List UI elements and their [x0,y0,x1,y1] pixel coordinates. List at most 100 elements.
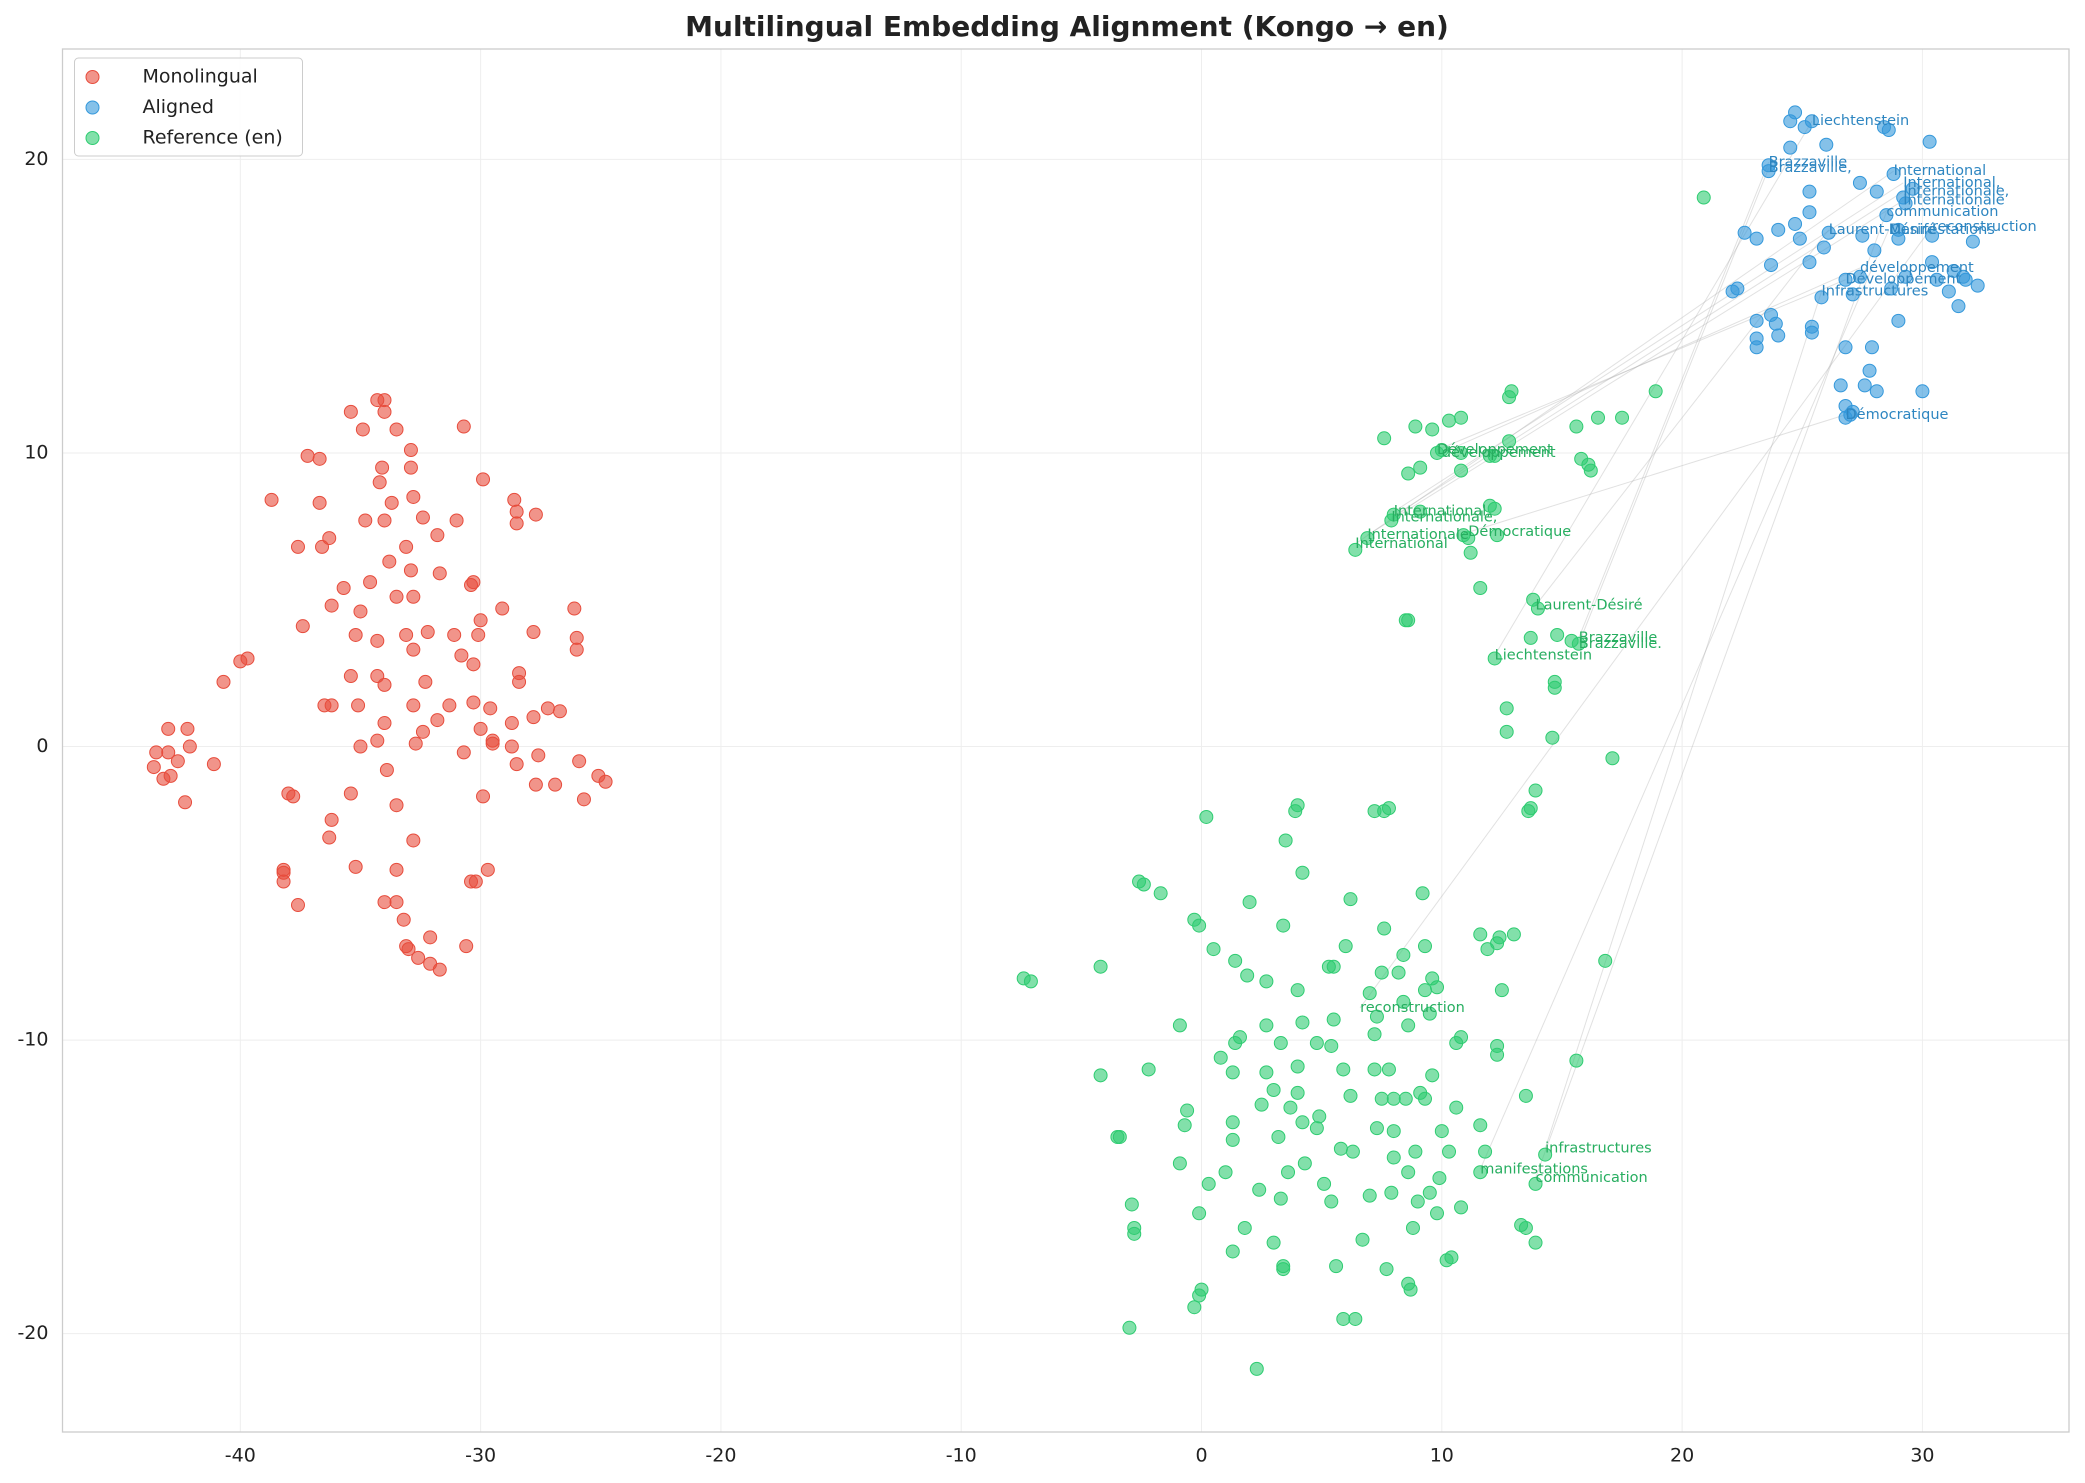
scatter-point [1374,965,1389,980]
scatter-point [1326,1012,1341,1027]
scatter-point [1898,269,1913,284]
scatter-point [1225,1115,1240,1130]
scatter-point [1110,1129,1125,1144]
scatter-point [1187,1300,1202,1315]
scatter-point [1528,1235,1543,1250]
scatter-point [343,404,358,419]
scatter-point [322,531,337,546]
scatter-point [1430,1206,1445,1221]
annotation: reconstruction [1360,1000,1465,1016]
annotation: développement [1860,260,1974,276]
y-tick-label: -10 [17,1029,48,1051]
scatter-point [1538,1147,1553,1162]
scatter-point [1405,1220,1420,1235]
scatter-point [1442,1144,1457,1159]
scatter-point [1864,340,1879,355]
scatter-point [468,874,483,889]
scatter-point [1172,1156,1187,1171]
scatter-point [1122,1320,1137,1335]
x-tick-label: -10 [946,1445,977,1467]
legend-label: Reference (en) [143,127,283,149]
scatter-point [1749,340,1764,355]
scatter-point [1377,921,1392,936]
chart-title: Multilingual Embedding Alignment (Kongo … [685,10,1449,43]
scatter-point [1802,255,1817,270]
scatter-point [1386,1150,1401,1165]
scatter-point [1929,272,1944,287]
scatter-point [1324,1038,1339,1053]
scatter-point [1816,240,1831,255]
scatter-point [1401,466,1416,481]
scatter-point [1869,384,1884,399]
scatter-point [276,874,291,889]
scatter-point [552,704,567,719]
scatter-point [1213,1050,1228,1065]
alignment-link [1578,168,1770,644]
scatter-point [1480,942,1495,957]
scatter-point [504,739,519,754]
scatter-point [1696,190,1711,205]
annotation: Démocratique [1468,524,1571,540]
scatter-point [1862,363,1877,378]
scatter-point [442,698,457,713]
scatter-point [1281,1165,1296,1180]
scatter-point [403,443,418,458]
scatter-point [1891,313,1906,328]
x-tick-label: 30 [1910,1445,1934,1467]
scatter-point [1449,1100,1464,1115]
scatter-point [567,601,582,616]
scatter-point [1362,986,1377,1001]
scatter-point [1355,1232,1370,1247]
scatter-point [1206,942,1221,957]
x-tick-label: 10 [1430,1445,1454,1467]
scatter-point [1881,123,1896,138]
scatter-point [1124,1197,1139,1212]
annotation: manifestations [1480,1161,1588,1177]
scatter-point [389,422,404,437]
scatter-point [598,774,613,789]
scatter-point [399,539,414,554]
scatter-point [389,862,404,877]
annotation: Développement [1846,272,1962,288]
scatter-point [1384,513,1399,528]
scatter-point [485,736,500,751]
legend-marker [85,131,100,145]
scatter-point [377,677,392,692]
scatter-point [1802,184,1817,199]
scatter-point [1843,407,1858,422]
scatter-point [401,942,416,957]
x-tick-label: -30 [465,1445,496,1467]
scatter-point [1583,463,1598,478]
legend-marker [85,100,100,115]
scatter-point [1490,528,1505,543]
scatter-point [1192,1206,1207,1221]
scatter-point [1273,1036,1288,1051]
scatter-point [1523,630,1538,645]
scatter-point [1023,974,1038,989]
scatter-point [473,721,488,736]
scatter-point [1384,1185,1399,1200]
scatter-point [449,513,464,528]
scatter-point [1381,801,1396,816]
scatter-point [1381,1062,1396,1077]
scatter-point [430,528,445,543]
scatter-point [466,657,481,672]
scatter-point [1228,1036,1243,1051]
scatter-point [1550,627,1565,642]
scatter-point [1523,801,1538,816]
scatter-point [1252,1182,1267,1197]
annotation: développement [1442,445,1556,461]
annotation: Internationale [1367,527,1469,543]
scatter-point [1401,613,1416,628]
scatter-point [295,619,310,634]
scatter-point [1333,1141,1348,1156]
scatter-point [1290,983,1305,998]
scatter-point [1473,1165,1488,1180]
scatter-point [1422,1006,1437,1021]
scatter-point [343,669,358,684]
annotation: Laurent-Désiré [1829,222,1936,238]
scatter-point [447,627,462,642]
annotation: International, [1903,175,2000,191]
annotation: Internationale [1903,192,2005,208]
